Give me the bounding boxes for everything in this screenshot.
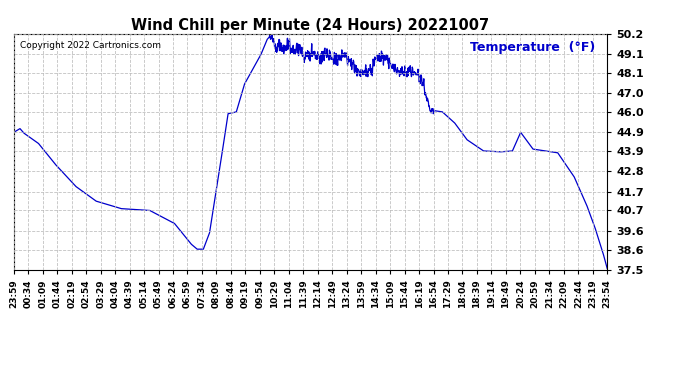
Title: Wind Chill per Minute (24 Hours) 20221007: Wind Chill per Minute (24 Hours) 2022100… — [131, 18, 490, 33]
Text: Copyright 2022 Cartronics.com: Copyright 2022 Cartronics.com — [20, 41, 161, 50]
Text: Temperature  (°F): Temperature (°F) — [470, 41, 595, 54]
